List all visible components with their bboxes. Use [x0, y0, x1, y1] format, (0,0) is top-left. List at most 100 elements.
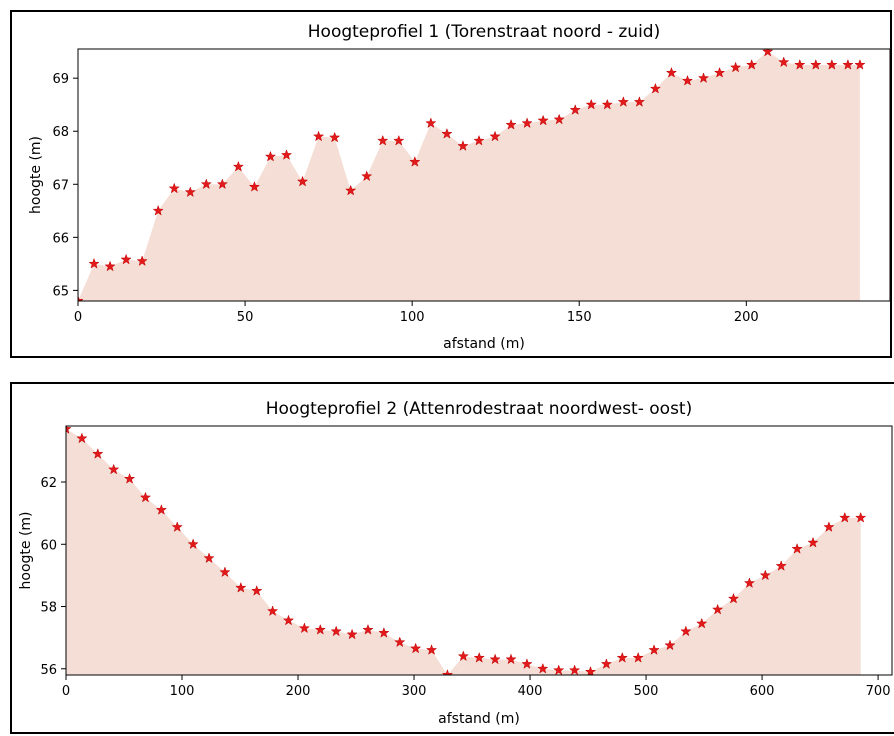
chart-2-point — [92, 448, 104, 459]
chart-1-point — [729, 61, 742, 73]
chart-2-point — [394, 636, 406, 648]
chart-1-y-tick-label: 69 — [52, 72, 69, 87]
chart-2-point — [203, 552, 215, 564]
chart-1-point — [842, 58, 854, 70]
chart-2-point — [378, 627, 390, 638]
chart-1-point — [216, 178, 229, 190]
chart-2-point — [362, 623, 374, 635]
chart-1-point — [537, 114, 549, 126]
chart-2-point — [66, 426, 72, 434]
chart-1-point — [521, 117, 533, 129]
chart-1-point — [184, 186, 196, 198]
chart-1-point — [264, 150, 277, 162]
chart-2-x-tick-label: 300 — [402, 684, 427, 699]
chart-1-point — [794, 58, 806, 70]
chart-2-point — [616, 651, 628, 663]
chart-1-point — [810, 58, 822, 70]
chart-1-point — [120, 253, 132, 265]
chart-1-point — [136, 255, 148, 267]
chart-2-y-tick-label: 58 — [40, 601, 57, 616]
chart-2-point — [855, 511, 867, 523]
chart-2-point — [553, 664, 565, 675]
chart-2-y-label: hoogte (m) — [18, 511, 34, 589]
chart-1-x-tick-label: 0 — [74, 310, 82, 325]
chart-1-point — [617, 96, 630, 107]
chart-2-point — [823, 521, 835, 532]
chart-2-point — [632, 651, 644, 663]
chart-2-point — [839, 511, 851, 523]
chart-1-y-label: hoogte (m) — [28, 136, 44, 214]
chart-2-point — [489, 653, 501, 665]
chart-2-point — [171, 521, 183, 532]
chart-1-point — [601, 98, 613, 110]
chart-2-point — [568, 664, 581, 675]
chart-panel-2: Hoogteprofiel 2 (Attenrodestraat noordwe… — [10, 382, 894, 734]
chart-2-point — [759, 569, 771, 581]
chart-1-x-label: afstand (m) — [443, 336, 525, 352]
chart-1-point — [569, 104, 581, 115]
chart-2-point — [251, 585, 263, 596]
chart-1-point — [762, 49, 774, 57]
chart-2-point — [409, 642, 422, 654]
chart-1-point — [377, 134, 389, 146]
chart-2-title: Hoogteprofiel 2 (Attenrodestraat noordwe… — [266, 399, 692, 419]
chart-1-point — [361, 170, 373, 182]
chart-1-point — [280, 149, 293, 160]
chart-1-point — [345, 184, 357, 196]
chart-2-x-tick-label: 600 — [750, 684, 775, 699]
chart-2-point — [425, 644, 438, 655]
chart-2-y-tick-label: 60 — [40, 538, 57, 553]
chart-2-point — [108, 463, 120, 475]
chart-2-point — [219, 566, 231, 578]
chart-1-point — [713, 66, 726, 78]
chart-2-point — [664, 639, 676, 651]
chart-2-point — [473, 651, 485, 663]
chart-2-point — [807, 536, 819, 548]
chart-1-point — [409, 156, 421, 167]
chart-1-x-tick-label: 100 — [400, 310, 425, 325]
chart-1-svg: Hoogteprofiel 1 (Torenstraat noord - zui… — [28, 22, 891, 352]
chart-2-point — [680, 625, 692, 637]
chart-1-point — [296, 175, 309, 187]
chart-1-point — [152, 204, 164, 216]
chart-2-point — [711, 603, 724, 615]
chart-1-x-tick-label: 50 — [237, 310, 254, 325]
chart-1-point — [425, 117, 437, 129]
chart-1-point — [473, 134, 485, 146]
chart-2-point — [441, 669, 454, 675]
chart-2-point — [282, 614, 295, 626]
chart-2-area — [66, 429, 861, 675]
chart-1-y-tick-label: 68 — [52, 125, 69, 140]
chart-2-y-tick-label: 56 — [40, 663, 57, 678]
chart-2-svg: Hoogteprofiel 2 (Attenrodestraat noordwe… — [18, 399, 893, 727]
chart-2-x-tick-label: 700 — [866, 684, 891, 699]
chart-1-point — [505, 118, 517, 130]
chart-1-y-tick-label: 67 — [52, 178, 69, 193]
chart-2-point — [346, 628, 358, 640]
chart-2-point — [330, 625, 342, 637]
chart-1-point — [104, 260, 116, 272]
chart-1-title: Hoogteprofiel 1 (Torenstraat noord - zui… — [308, 22, 660, 42]
chart-2-point — [521, 658, 533, 669]
chart-1-point — [681, 74, 694, 86]
chart-1-point — [649, 82, 662, 94]
chart-2-point — [298, 622, 311, 634]
chart-1-x-tick-label: 200 — [734, 310, 759, 325]
chart-2-x-label: afstand (m) — [438, 711, 520, 727]
chart-2-point — [696, 617, 708, 629]
chart-2-x-tick-label: 400 — [518, 684, 543, 699]
chart-1-x-tick-label: 150 — [567, 310, 592, 325]
chart-2-frame — [65, 425, 893, 676]
chart-1-point — [697, 72, 710, 83]
chart-1-point — [585, 98, 597, 110]
chart-1-point — [328, 131, 341, 143]
chart-2-point — [775, 560, 787, 571]
chart-2-point — [314, 623, 326, 635]
chart-2-point — [266, 605, 279, 617]
chart-1-point — [200, 178, 212, 190]
chart-1-point — [248, 180, 261, 192]
chart-2-x-tick-label: 500 — [634, 684, 659, 699]
chart-1-point — [778, 56, 790, 68]
chart-1-area — [78, 51, 860, 301]
chart-2-point — [743, 577, 756, 588]
